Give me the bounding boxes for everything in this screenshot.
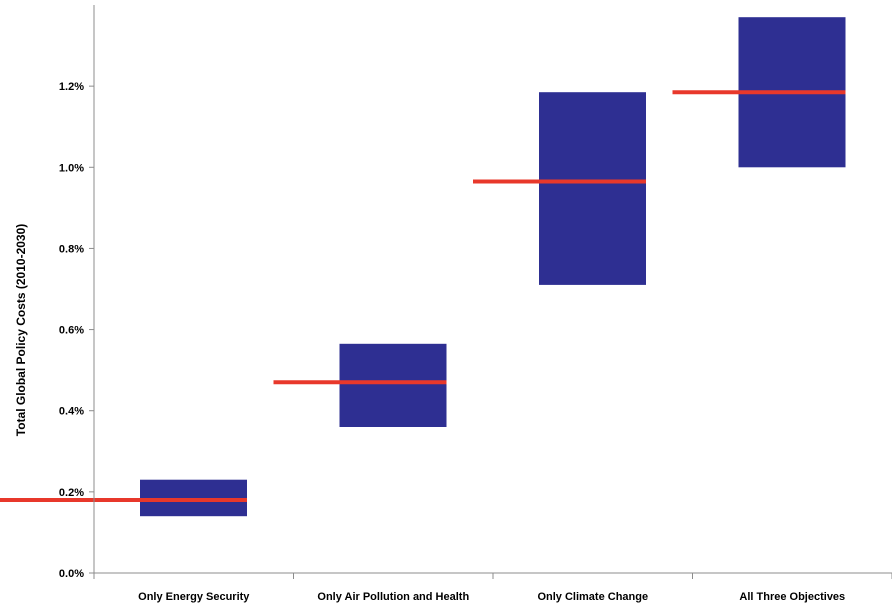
x-category-label: Only Air Pollution and Health	[317, 591, 469, 603]
y-tick-label: 1.2%	[59, 81, 84, 93]
y-tick-label: 1.0%	[59, 162, 84, 174]
y-tick-label: 0.8%	[59, 243, 84, 255]
x-category-label: Only Climate Change	[537, 591, 648, 603]
range-box-1	[140, 479, 247, 517]
y-tick-label: 0.2%	[59, 487, 84, 499]
x-category-label: Only Energy Security	[138, 591, 250, 603]
x-category-label: All Three Objectives	[739, 591, 845, 603]
y-tick-label: 0.0%	[59, 568, 84, 580]
range-box-3	[539, 92, 646, 285]
y-tick-label: 0.4%	[59, 406, 84, 418]
range-box-2	[339, 343, 447, 427]
y-axis-title: Total Global Policy Costs (2010-2030)	[14, 224, 28, 437]
y-tick-label: 0.6%	[59, 325, 84, 337]
